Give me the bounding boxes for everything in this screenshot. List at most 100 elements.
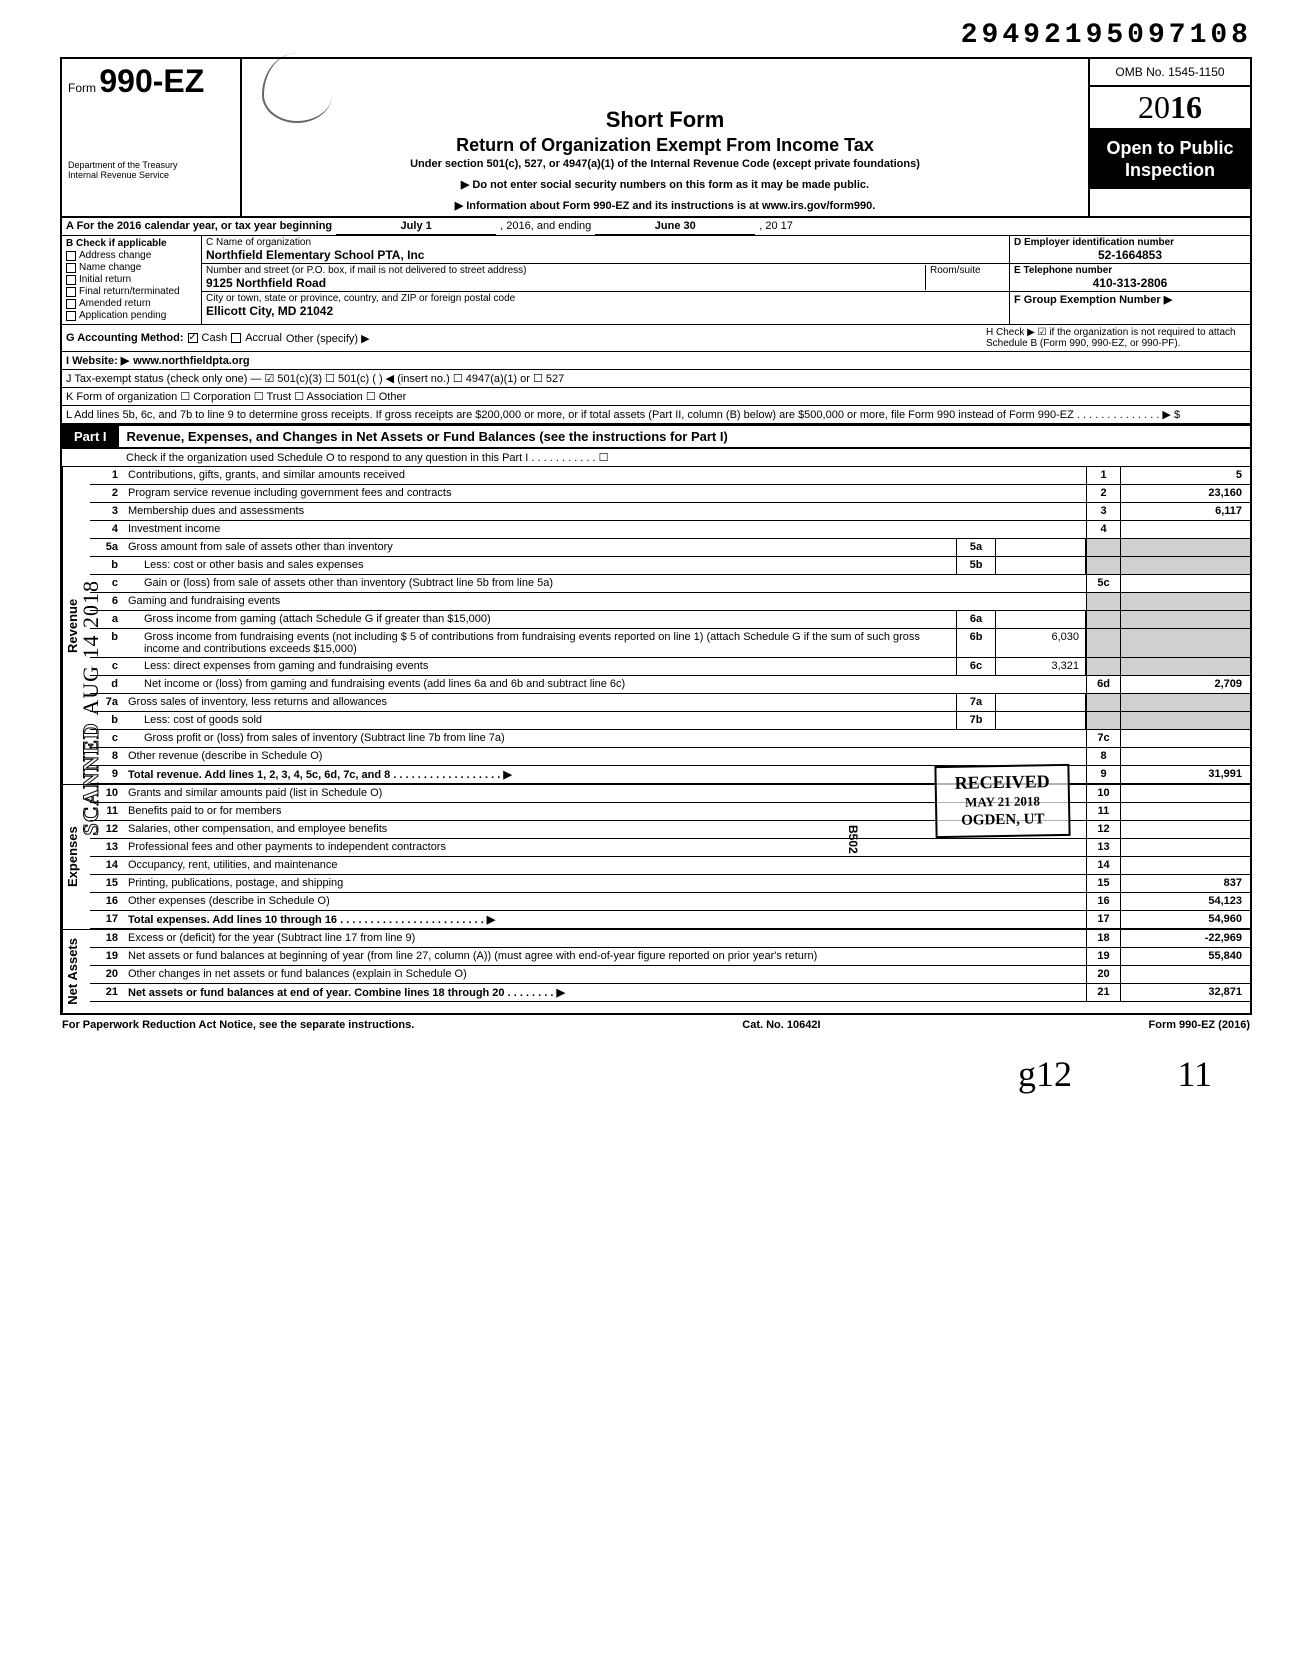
line-key: 1: [1086, 467, 1120, 484]
line-description: Gross profit or (loss) from sales of inv…: [124, 730, 1086, 747]
shaded-value: [1120, 694, 1250, 711]
footer-left: For Paperwork Reduction Act Notice, see …: [62, 1019, 414, 1031]
line-key: 8: [1086, 748, 1120, 765]
line-key: 21: [1086, 984, 1120, 1001]
shaded-key: [1086, 658, 1120, 675]
line-number: a: [90, 611, 124, 628]
ogden-text: OGDEN, UT: [955, 810, 1050, 831]
line-description: Gross sales of inventory, less returns a…: [124, 694, 956, 711]
line-number: 15: [90, 875, 124, 892]
line-value: 54,123: [1120, 893, 1250, 910]
subtitle: Under section 501(c), 527, or 4947(a)(1)…: [250, 158, 1080, 170]
received-text: RECEIVED: [954, 770, 1049, 795]
line-value: 31,991: [1120, 766, 1250, 783]
shaded-key: [1086, 539, 1120, 556]
line-number: 21: [90, 984, 124, 1001]
mini-key: 6b: [956, 629, 996, 657]
shaded-key: [1086, 712, 1120, 729]
line-description: Professional fees and other payments to …: [124, 839, 1086, 856]
chk-label: Address change: [79, 250, 151, 261]
form-number: 990-EZ: [99, 63, 204, 99]
line-number: d: [90, 676, 124, 693]
chk-label: Amended return: [79, 298, 151, 309]
form-prefix: Form: [68, 81, 96, 95]
chk-application-pending[interactable]: [66, 311, 76, 321]
shaded-key: [1086, 694, 1120, 711]
irs-label: Internal Revenue Service: [68, 170, 234, 180]
shaded-key: [1086, 593, 1120, 610]
chk-cash[interactable]: [188, 333, 198, 343]
omb-number: OMB No. 1545-1150: [1090, 59, 1250, 87]
line-l: L Add lines 5b, 6c, and 7b to line 9 to …: [62, 406, 1250, 425]
line-number: 4: [90, 521, 124, 538]
mini-key: 5b: [956, 557, 996, 574]
k-text: K Form of organization ☐ Corporation ☐ T…: [66, 390, 406, 403]
city-label: City or town, state or province, country…: [206, 293, 1005, 304]
row-a-mid: , 2016, and ending: [496, 218, 595, 235]
line-number: c: [90, 730, 124, 747]
handwritten-g12: g12: [1018, 1053, 1072, 1095]
footer-mid: Cat. No. 10642I: [742, 1019, 820, 1031]
shaded-value: [1120, 712, 1250, 729]
i-label: I Website: ▶: [66, 354, 129, 367]
tax-year-end: June 30: [595, 218, 755, 235]
table-row: 20Other changes in net assets or fund ba…: [90, 966, 1250, 984]
line-value: [1120, 857, 1250, 874]
room-label: Room/suite: [930, 265, 1005, 276]
line-description: Other expenses (describe in Schedule O): [124, 893, 1086, 910]
line-number: 11: [90, 803, 124, 820]
org-name-label: C Name of organization: [206, 237, 1005, 248]
line-description: Gross amount from sale of assets other t…: [124, 539, 956, 556]
table-row: bLess: cost or other basis and sales exp…: [90, 557, 1250, 575]
street-address: 9125 Northfield Road: [206, 276, 925, 290]
table-row: 4Investment income4: [90, 521, 1250, 539]
line-description: Investment income: [124, 521, 1086, 538]
org-name: Northfield Elementary School PTA, Inc: [206, 248, 1005, 262]
chk-name-change[interactable]: [66, 263, 76, 273]
column-c-org-info: C Name of organization Northfield Elemen…: [202, 236, 1010, 324]
table-row: 17Total expenses. Add lines 10 through 1…: [90, 911, 1250, 929]
dept-treasury: Department of the Treasury: [68, 160, 234, 170]
chk-label: Final return/terminated: [79, 286, 180, 297]
warning-ssn: ▶ Do not enter social security numbers o…: [250, 178, 1080, 191]
chk-label: Application pending: [79, 310, 166, 321]
line-number: 3: [90, 503, 124, 520]
table-row: 7aGross sales of inventory, less returns…: [90, 694, 1250, 712]
line-description: Membership dues and assessments: [124, 503, 1086, 520]
received-date: MAY 21 2018: [955, 794, 1050, 813]
shaded-value: [1120, 611, 1250, 628]
line-value: [1120, 803, 1250, 820]
year-bold: 16: [1170, 89, 1202, 125]
line-description: Other revenue (describe in Schedule O): [124, 748, 1086, 765]
table-row: 15Printing, publications, postage, and s…: [90, 875, 1250, 893]
chk-final-return[interactable]: [66, 287, 76, 297]
g-other: Other (specify) ▶: [286, 332, 370, 345]
document-control-number: 29492195097108: [60, 20, 1252, 51]
chk-address-change[interactable]: [66, 251, 76, 261]
line-number: 18: [90, 930, 124, 947]
chk-accrual[interactable]: [231, 333, 241, 343]
chk-initial-return[interactable]: [66, 275, 76, 285]
line-description: Contributions, gifts, grants, and simila…: [124, 467, 1086, 484]
line-value: 2,709: [1120, 676, 1250, 693]
form-id-block: Form 990-EZ Department of the Treasury I…: [62, 59, 242, 216]
column-d-ein-phone: D Employer identification number 52-1664…: [1010, 236, 1250, 324]
line-number: 19: [90, 948, 124, 965]
j-text: J Tax-exempt status (check only one) — ☑…: [66, 372, 564, 385]
table-row: 3Membership dues and assessments36,117: [90, 503, 1250, 521]
line-value: [1120, 575, 1250, 592]
h-text: H Check ▶ ☑ if the organization is not r…: [986, 327, 1246, 349]
form-title-block: Short Form Return of Organization Exempt…: [242, 59, 1090, 216]
chk-amended-return[interactable]: [66, 299, 76, 309]
line-value: [1120, 785, 1250, 802]
line-key: 12: [1086, 821, 1120, 838]
ein-label: D Employer identification number: [1014, 237, 1246, 248]
line-key: 15: [1086, 875, 1120, 892]
line-number: 6: [90, 593, 124, 610]
phone-label: E Telephone number: [1014, 265, 1246, 276]
table-row: 19Net assets or fund balances at beginni…: [90, 948, 1250, 966]
line-description: Net income or (loss) from gaming and fun…: [124, 676, 1086, 693]
table-row: bGross income from fundraising events (n…: [90, 629, 1250, 658]
expenses-table: 10Grants and similar amounts paid (list …: [90, 785, 1250, 929]
line-value: [1120, 730, 1250, 747]
